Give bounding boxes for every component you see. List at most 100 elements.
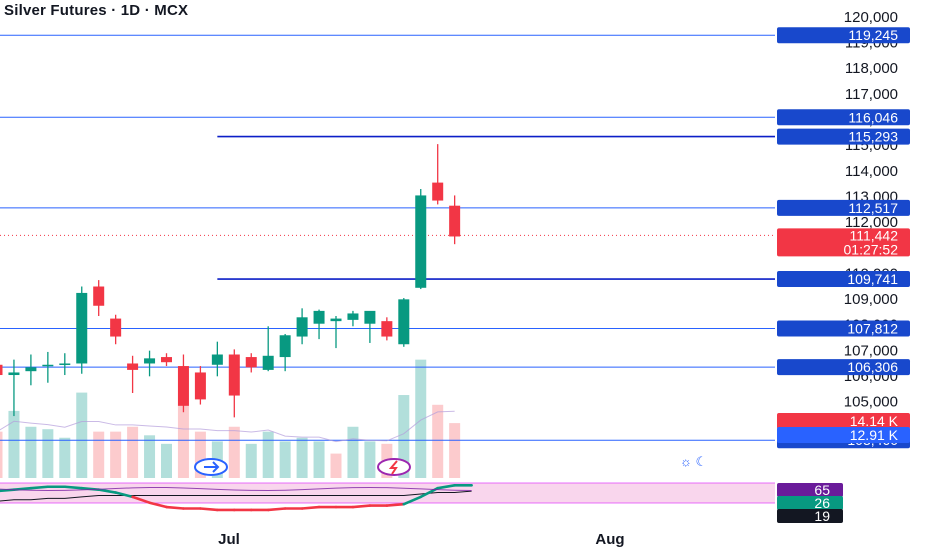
price-tick-label: 117,000: [845, 86, 898, 103]
volume-bar: [76, 392, 88, 478]
level-tag: 106,306: [777, 359, 910, 376]
rsi-tag-label: 65: [814, 482, 830, 498]
candle-body: [262, 355, 274, 370]
rsi-main-segment: [131, 495, 151, 505]
rsi-main-segment: [351, 504, 372, 509]
candle-body: [415, 195, 427, 288]
volume-bar: [347, 426, 359, 478]
candle-body: [76, 292, 88, 364]
volume-bar: [177, 404, 189, 478]
volume-bar: [8, 410, 20, 478]
price-tick-label: 112,000: [845, 214, 898, 231]
candle-body: [42, 364, 54, 367]
volume-bar: [245, 443, 257, 478]
sun-icon[interactable]: ☼: [680, 454, 692, 469]
last-price-label: 111,442: [849, 227, 898, 243]
moon-icon[interactable]: ☾: [695, 454, 708, 469]
volume-bar: [93, 431, 105, 478]
level-tag-box: [777, 27, 910, 44]
volume-bar: [110, 431, 122, 478]
rsi-main-segment: [114, 491, 134, 499]
volume-bar: [262, 431, 274, 478]
candle-body: [228, 354, 240, 396]
volume-tag-box: [777, 427, 910, 443]
forward-icon: [194, 458, 228, 476]
rsi-upper-line: [0, 486, 472, 491]
volume-bar: [42, 429, 54, 478]
level-tag-box: [777, 109, 910, 126]
rsi-main-segment: [300, 505, 321, 510]
rsi-tag-box: [777, 496, 843, 510]
rsi-tag: 26: [777, 495, 843, 511]
volume-tag-box: [777, 413, 910, 429]
forward-icon-arrow: [204, 461, 220, 473]
volume-bar: [59, 437, 71, 478]
volume-bar: [0, 431, 3, 478]
volume-tag: 12.91 K: [777, 427, 910, 443]
level-tag-label: 112,517: [848, 200, 898, 216]
candle-body: [432, 182, 444, 201]
time-tick-label: Aug: [595, 531, 624, 548]
level-tag-label: 116,046: [848, 109, 898, 125]
price-tick-label: 109,000: [844, 291, 898, 308]
volume-bar: [398, 395, 410, 478]
level-tag-box: [777, 271, 910, 288]
volume-bar: [296, 437, 308, 478]
last-price-box: [777, 228, 910, 257]
candle-body: [211, 354, 223, 365]
candle-body: [364, 310, 376, 324]
candle-body: [296, 317, 308, 337]
volume-tag-label: 14.14 K: [850, 413, 899, 429]
price-tick-label: 118,000: [845, 60, 898, 77]
rsi-main-segment: [385, 502, 406, 507]
volume-tag-label: 12.91 K: [850, 427, 899, 443]
level-tag-label: 109,741: [847, 271, 898, 287]
candle-body: [127, 363, 139, 370]
chart-title: Silver Futures · 1D · MCX: [4, 2, 189, 19]
level-tag-box: [777, 359, 910, 376]
volume-bar: [228, 426, 240, 478]
rsi-tag-box: [777, 483, 843, 497]
volume-bar: [25, 426, 37, 478]
candle-body: [93, 286, 105, 306]
level-tag: 107,812: [777, 320, 910, 337]
volume-bar: [144, 435, 156, 478]
rsi-main-segment: [199, 507, 219, 512]
flash-icon-bolt: [388, 460, 398, 475]
rsi-main-segment: [63, 485, 84, 490]
candle-body: [177, 366, 189, 406]
volume-bar: [415, 359, 427, 478]
candle-body: [279, 335, 291, 358]
rsi-tag-label: 19: [814, 508, 830, 524]
candle-body: [59, 363, 71, 365]
candle-body: [449, 205, 461, 237]
level-tag: 115,293: [777, 128, 910, 145]
level-tag: 112,517: [777, 199, 910, 216]
rsi-main-segment: [29, 485, 50, 490]
rsi-main-segment: [97, 488, 117, 494]
candle-body: [144, 358, 156, 364]
candle-body: [347, 313, 359, 320]
volume-bar: [194, 431, 206, 478]
candle-body: [161, 357, 172, 363]
price-tick-label: 107,000: [844, 342, 898, 359]
candle-body: [381, 321, 393, 337]
rsi-main-segment: [165, 505, 185, 510]
chart-indicators[interactable]: ☼ ☾: [680, 454, 707, 470]
candle-body: [245, 357, 257, 368]
candle-body: [194, 372, 206, 400]
price-tick-label: 105,000: [844, 394, 898, 411]
volume-bar: [279, 441, 291, 478]
volume-bar: [330, 453, 342, 478]
candle-body: [25, 367, 37, 372]
level-tag-label: 106,306: [847, 359, 898, 375]
level-tag-box: [777, 128, 910, 145]
time-tick-label: Jul: [218, 531, 240, 548]
rsi-main-segment: [266, 507, 287, 512]
volume-average-line: [0, 410, 455, 443]
rsi-signal-line: [0, 490, 472, 502]
candle-body: [398, 299, 410, 345]
